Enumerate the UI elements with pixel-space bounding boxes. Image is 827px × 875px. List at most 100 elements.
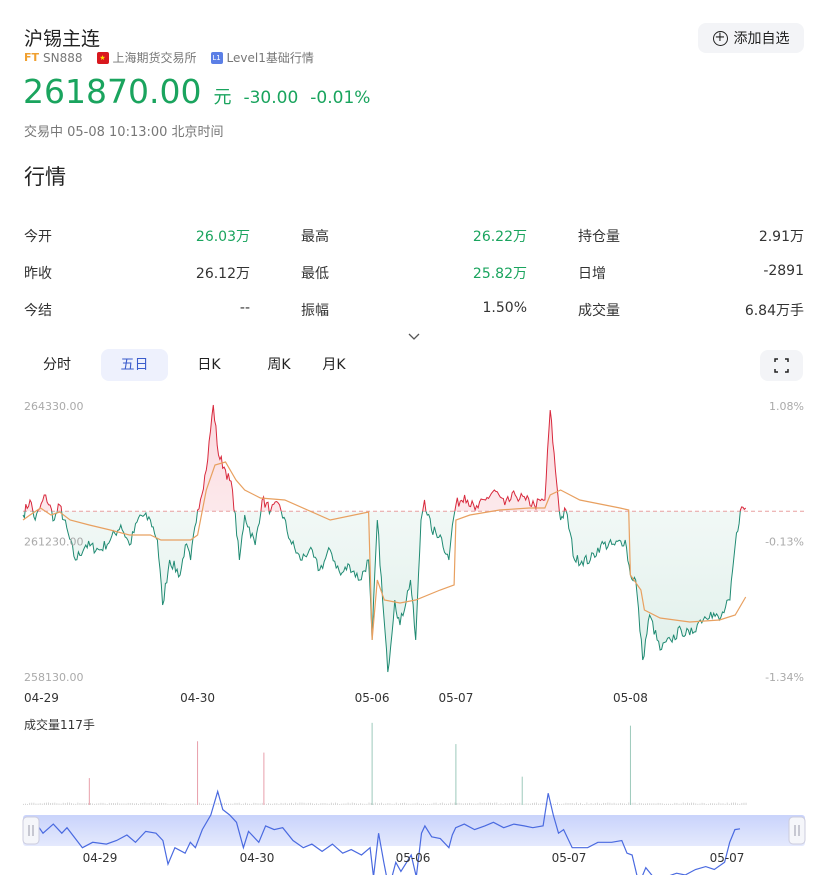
- volume-bar: [136, 803, 137, 805]
- stat-label: 持仓量: [578, 229, 620, 245]
- volume-bar: [416, 802, 418, 805]
- stat-label: 最高: [301, 229, 329, 245]
- volume-bar: [492, 803, 493, 805]
- volume-bar: [328, 803, 330, 805]
- volume-bar: [236, 802, 238, 805]
- volume-bar: [339, 803, 341, 805]
- stat-label: 日增: [578, 266, 606, 282]
- volume-bar: [450, 802, 452, 805]
- fullscreen-button[interactable]: [760, 350, 803, 381]
- volume-bar: [689, 803, 690, 805]
- volume-bar: [192, 803, 194, 805]
- section-title: 行情: [24, 165, 66, 189]
- volume-bar: [295, 802, 297, 805]
- volume-bar: [286, 803, 288, 805]
- volume-bar: [94, 803, 96, 805]
- price-change-pct: -0.01%: [310, 88, 371, 108]
- volume-bar: [668, 803, 669, 805]
- volume-bar: [473, 803, 475, 805]
- volume-bar: [429, 803, 431, 805]
- volume-bar: [379, 803, 380, 805]
- volume-bar: [410, 803, 412, 805]
- volume-bar: [452, 803, 454, 805]
- futures-icon: FT: [24, 51, 40, 64]
- stat-label: 今开: [24, 229, 52, 245]
- volume-bar: [596, 802, 598, 805]
- volume-bar: [194, 803, 196, 805]
- volume-bar: [607, 802, 609, 805]
- volume-bar: [483, 802, 485, 805]
- volume-bar: [85, 803, 87, 805]
- navigator-left-handle[interactable]: [22, 816, 40, 845]
- volume-bar: [542, 802, 544, 805]
- volume-bar: [203, 803, 204, 805]
- tab-weekly-k[interactable]: 周K: [267, 357, 291, 373]
- volume-bar: [441, 802, 443, 805]
- volume-bar: [680, 803, 682, 805]
- volume-bar: [647, 803, 649, 805]
- volume-bar: [418, 803, 420, 805]
- volume-bar: [385, 803, 387, 805]
- volume-bar: [615, 803, 617, 805]
- volume-bar: [569, 803, 571, 805]
- volume-bar: [358, 803, 359, 805]
- x-axis-label: 05-08: [613, 691, 648, 705]
- volume-bar: [544, 802, 546, 805]
- volume-bar: [716, 803, 718, 805]
- volume-bar: [733, 802, 734, 805]
- tab-intraday[interactable]: 分时: [43, 357, 71, 373]
- stat-value: 25.82万: [472, 266, 527, 282]
- volume-bar: [138, 803, 140, 805]
- last-price: 261870.00: [23, 72, 202, 111]
- volume-bar: [720, 803, 722, 805]
- volume-bar: [37, 803, 39, 805]
- stat-value: 2.91万: [758, 229, 804, 245]
- volume-bar: [261, 802, 263, 805]
- volume-bar: [582, 803, 584, 805]
- volume-bar: [479, 802, 481, 805]
- navigator-label: 04-29: [83, 851, 118, 865]
- volume-bar: [745, 802, 747, 805]
- volume-bar: [154, 803, 156, 805]
- volume-bar: [31, 802, 33, 805]
- volume-bar: [481, 803, 483, 805]
- volume-bar: [527, 803, 529, 805]
- navigator-right-handle[interactable]: [788, 816, 806, 845]
- volume-bar: [175, 803, 177, 805]
- volume-bar: [383, 803, 385, 805]
- volume-bar: [444, 803, 445, 805]
- grip-icon: [28, 825, 34, 836]
- volume-bar: [455, 744, 457, 805]
- volume-bar: [649, 803, 651, 805]
- volume-bar: [81, 803, 83, 805]
- stat-value: 26.22万: [472, 229, 527, 245]
- instrument-code: SN888: [43, 50, 83, 65]
- volume-bar: [435, 802, 437, 805]
- volume-bar: [406, 803, 408, 805]
- navigator-line: [30, 789, 741, 875]
- price-line-down: [22, 511, 741, 673]
- range-navigator[interactable]: [23, 815, 805, 846]
- volume-bar: [446, 803, 447, 805]
- volume-bar: [640, 803, 642, 805]
- volume-bar: [559, 803, 561, 805]
- volume-bar: [110, 803, 112, 805]
- expand-chevron-icon[interactable]: [408, 330, 420, 345]
- volume-bar: [115, 803, 116, 805]
- volume-bar: [475, 803, 477, 805]
- volume-bar: [270, 803, 271, 805]
- volume-bar: [701, 802, 703, 805]
- tab-five-day[interactable]: 五日: [101, 349, 168, 381]
- volume-bar: [106, 803, 108, 805]
- level1-icon: L1: [210, 51, 223, 64]
- volume-bar: [393, 803, 395, 805]
- five-day-chart[interactable]: 264330.00 1.08% 261230.00 -0.13% 258130.00 -1…: [0, 395, 827, 875]
- volume-bar: [670, 803, 672, 805]
- tab-daily-k[interactable]: 日K: [197, 357, 221, 373]
- volume-bar: [272, 803, 274, 805]
- tab-monthly-k[interactable]: 月K: [322, 357, 346, 373]
- volume-bar: [496, 802, 498, 805]
- x-axis-label: 05-07: [438, 691, 473, 705]
- volume-bar: [458, 802, 460, 805]
- add-watchlist-button[interactable]: + 添加自选: [698, 23, 804, 53]
